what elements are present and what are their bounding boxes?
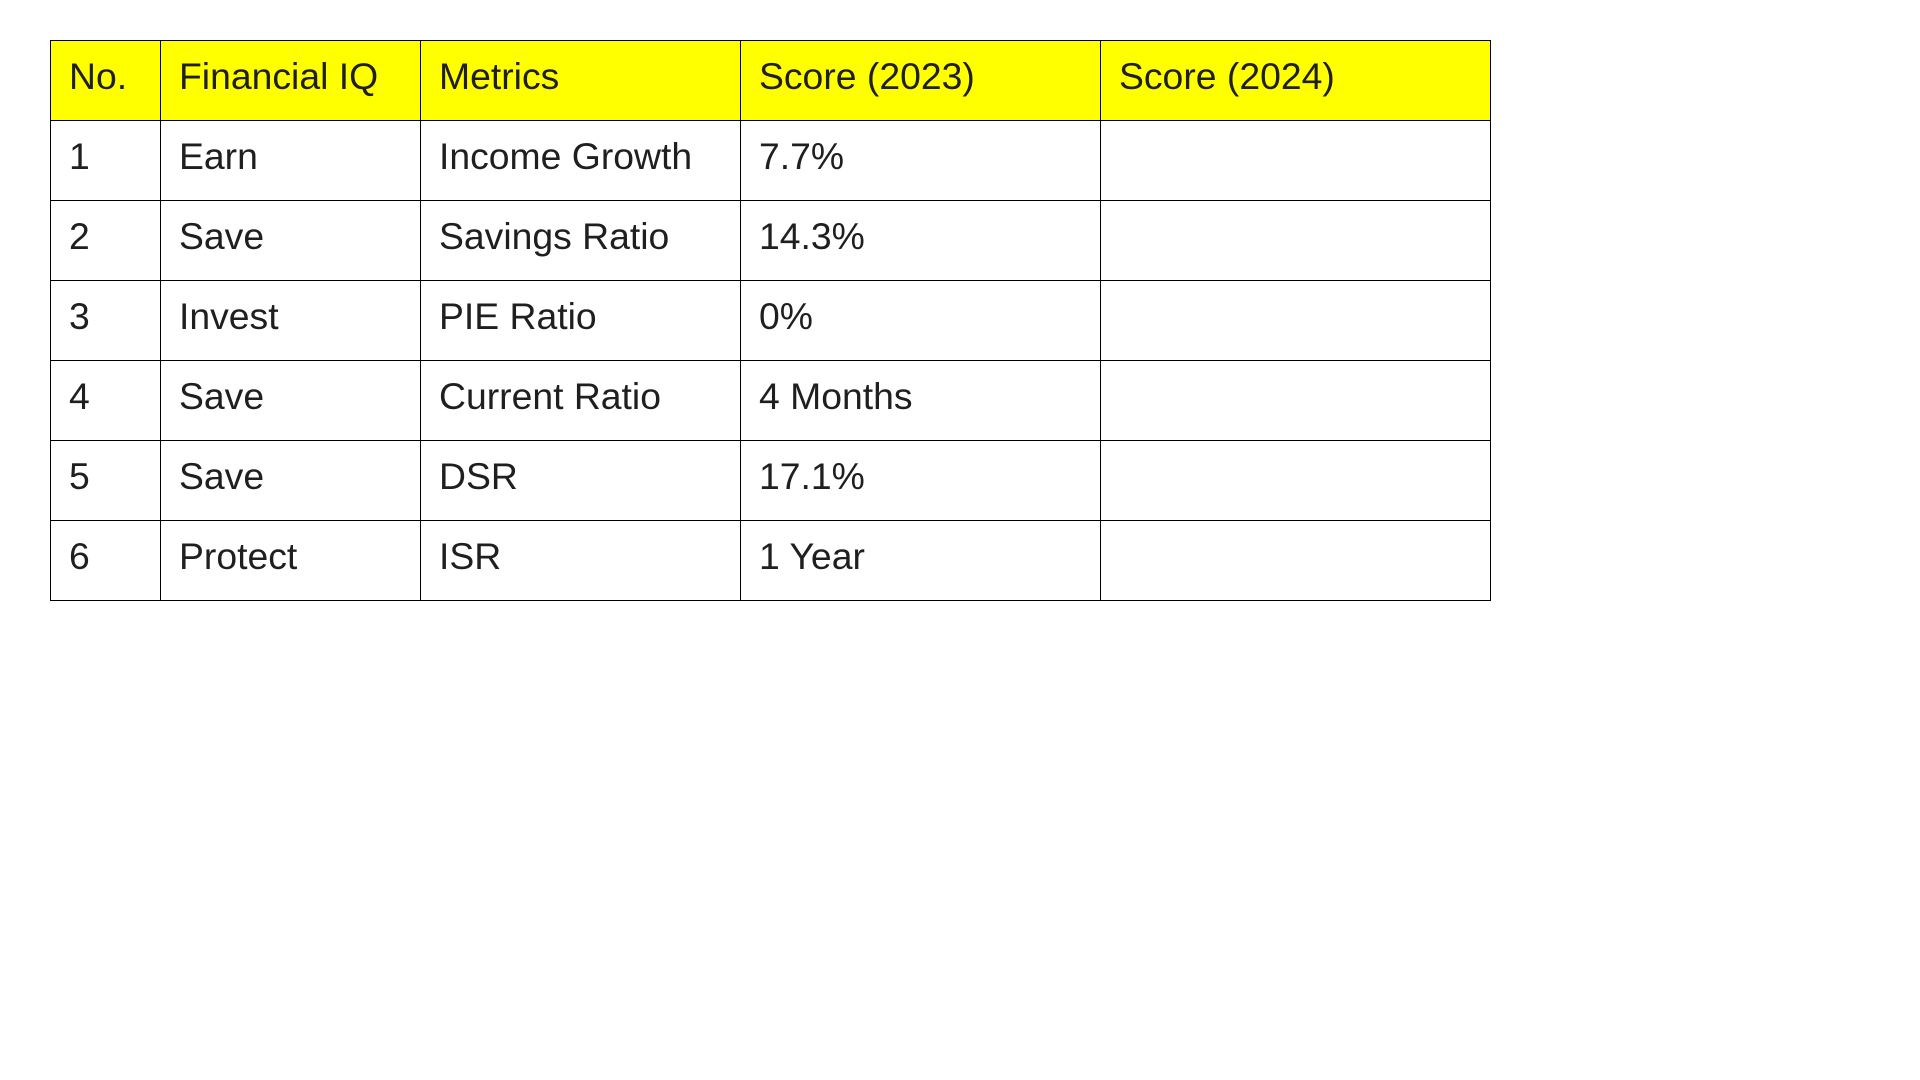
financial-iq-table: No. Financial IQ Metrics Score (2023) Sc… <box>50 40 1491 601</box>
cell-score-2024 <box>1101 201 1491 281</box>
cell-score-2024 <box>1101 281 1491 361</box>
page-wrap: No. Financial IQ Metrics Score (2023) Sc… <box>0 0 1920 641</box>
cell-metrics: DSR <box>421 441 741 521</box>
cell-no: 4 <box>51 361 161 441</box>
table-row: 4 Save Current Ratio 4 Months <box>51 361 1491 441</box>
col-header-no: No. <box>51 41 161 121</box>
cell-financial-iq: Save <box>161 201 421 281</box>
cell-score-2023: 1 Year <box>741 521 1101 601</box>
cell-financial-iq: Protect <box>161 521 421 601</box>
col-header-metrics: Metrics <box>421 41 741 121</box>
cell-financial-iq: Invest <box>161 281 421 361</box>
cell-no: 2 <box>51 201 161 281</box>
cell-metrics: PIE Ratio <box>421 281 741 361</box>
table-row: 2 Save Savings Ratio 14.3% <box>51 201 1491 281</box>
cell-metrics: Current Ratio <box>421 361 741 441</box>
cell-no: 3 <box>51 281 161 361</box>
cell-no: 6 <box>51 521 161 601</box>
cell-score-2023: 17.1% <box>741 441 1101 521</box>
cell-financial-iq: Save <box>161 361 421 441</box>
cell-metrics: ISR <box>421 521 741 601</box>
cell-score-2024 <box>1101 121 1491 201</box>
cell-score-2024 <box>1101 521 1491 601</box>
cell-no: 5 <box>51 441 161 521</box>
cell-financial-iq: Earn <box>161 121 421 201</box>
col-header-financial-iq: Financial IQ <box>161 41 421 121</box>
cell-score-2023: 7.7% <box>741 121 1101 201</box>
table-row: 3 Invest PIE Ratio 0% <box>51 281 1491 361</box>
cell-score-2023: 4 Months <box>741 361 1101 441</box>
cell-metrics: Savings Ratio <box>421 201 741 281</box>
table-row: 1 Earn Income Growth 7.7% <box>51 121 1491 201</box>
table-head: No. Financial IQ Metrics Score (2023) Sc… <box>51 41 1491 121</box>
table-body: 1 Earn Income Growth 7.7% 2 Save Savings… <box>51 121 1491 601</box>
col-header-score-2024: Score (2024) <box>1101 41 1491 121</box>
table-row: 5 Save DSR 17.1% <box>51 441 1491 521</box>
cell-financial-iq: Save <box>161 441 421 521</box>
table-header-row: No. Financial IQ Metrics Score (2023) Sc… <box>51 41 1491 121</box>
cell-score-2024 <box>1101 441 1491 521</box>
col-header-score-2023: Score (2023) <box>741 41 1101 121</box>
cell-score-2024 <box>1101 361 1491 441</box>
cell-score-2023: 14.3% <box>741 201 1101 281</box>
cell-score-2023: 0% <box>741 281 1101 361</box>
table-row: 6 Protect ISR 1 Year <box>51 521 1491 601</box>
cell-no: 1 <box>51 121 161 201</box>
cell-metrics: Income Growth <box>421 121 741 201</box>
